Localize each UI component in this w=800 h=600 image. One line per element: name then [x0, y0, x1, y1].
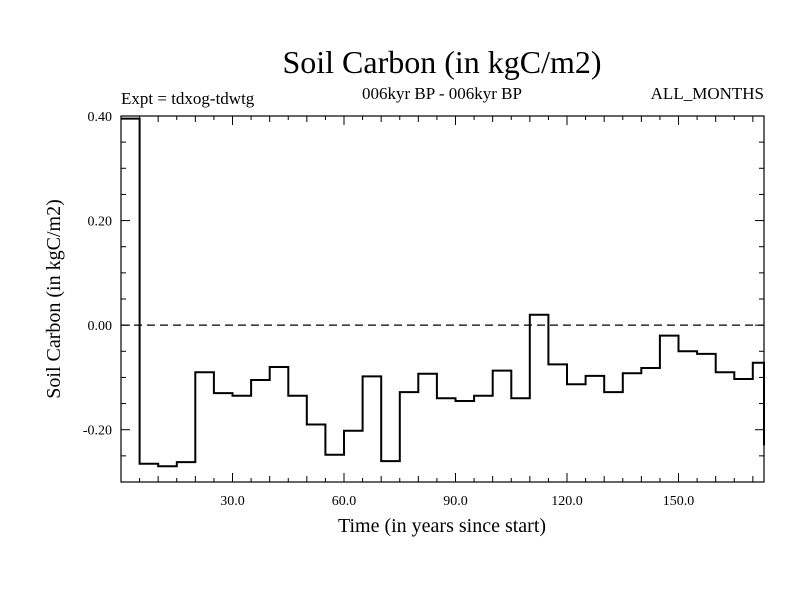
- y-tick-label: 0.40: [88, 110, 113, 125]
- y-tick-label: 0.20: [88, 215, 113, 230]
- x-tick-label: 150.0: [663, 494, 695, 509]
- chart-title: Soil Carbon (in kgC/m2): [282, 44, 601, 80]
- months-label: ALL_MONTHS: [651, 84, 764, 103]
- period-label: 006kyr BP - 006kyr BP: [362, 84, 522, 103]
- x-tick-labels: 30.0 60.0 90.0 120.0 150.0: [220, 494, 694, 509]
- y-tick-label: -0.20: [83, 424, 112, 439]
- series-step-line: [121, 117, 765, 468]
- x-tick-label: 90.0: [443, 494, 468, 509]
- plot-frame: [120, 115, 765, 483]
- y-tick-labels: -0.20 0.00 0.20 0.40: [83, 110, 112, 439]
- expt-label: Expt = tdxog-tdwtg: [121, 89, 255, 108]
- x-tick-label: 60.0: [332, 494, 357, 509]
- y-axis-label: Soil Carbon (in kgC/m2): [43, 199, 65, 398]
- x-tick-label: 30.0: [220, 494, 245, 509]
- y-tick-label: 0.00: [88, 319, 113, 334]
- x-tick-label: 120.0: [551, 494, 583, 509]
- axis-ticks: [121, 115, 764, 483]
- x-axis-label: Time (in years since start): [338, 515, 546, 537]
